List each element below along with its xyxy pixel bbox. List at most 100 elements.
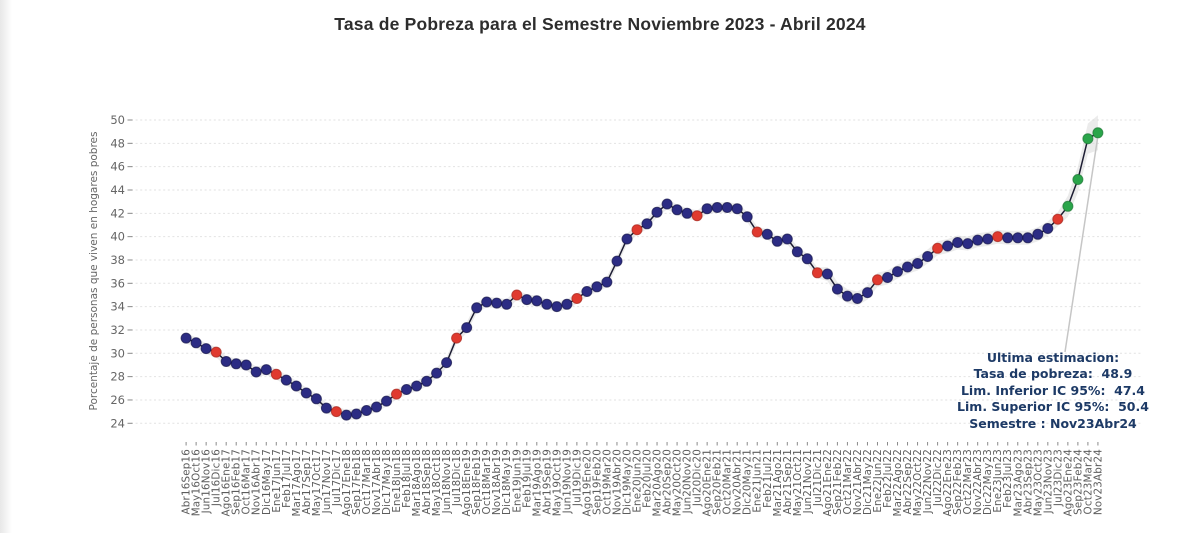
data-point-nowcast [821,268,833,280]
x-tick-label: Feb17Jul17 [281,449,293,508]
data-point-nowcast [1042,223,1054,234]
x-tick-label: Abr22Sep22 [902,449,914,514]
screenshot-edge-shadow [0,0,12,533]
data-point-nowcast [190,337,202,349]
y-tick-label: 30 [110,346,125,360]
y-tick-label: 46 [110,160,125,174]
x-tick-label: Abr18Sep18 [421,449,433,514]
data-point-nowcast [501,298,513,310]
data-point-nowcast [521,294,533,306]
data-point-nowcast [902,261,913,273]
annotation-semester: Semestre : Nov23Abr24 [969,415,1137,431]
x-tick-label: Feb18Jul18 [401,449,413,508]
data-point-nowcast [310,393,322,405]
x-tick-label: Ago21Ene22 [822,449,834,516]
annotation-arrow [1064,135,1099,353]
data-point-estimate [1092,127,1104,139]
data-point-nowcast [611,255,623,267]
x-tick-label: Nov20Abr21 [732,449,744,515]
x-tick-label: Feb22Jul22 [882,449,894,508]
x-tick-label: Ene23Jun23 [992,449,1004,513]
data-point-nowcast [761,228,773,240]
data-point-nowcast [240,359,252,371]
x-tick-label: Ago19Ene20 [581,449,593,516]
data-point-nowcast [471,302,483,314]
x-tick-label: May22Oct22 [912,449,924,516]
data-point-nowcast [862,287,873,299]
data-point-nowcast [350,408,362,420]
x-tick-label: Ago22Ene23 [942,449,954,516]
data-point-official [330,406,342,418]
x-tick-label: Jul23Dic23 [1052,449,1064,507]
data-point-nowcast [831,283,843,295]
data-point-nowcast [481,296,493,308]
data-point-nowcast [461,322,473,334]
x-tick-label: Oct18Mar19 [481,449,493,514]
x-tick-label: Oct19Mar20 [601,449,613,514]
data-point-nowcast [651,206,663,218]
data-point-nowcast [220,356,232,367]
x-tick-label: Ene19Jun19 [511,449,523,513]
data-point-official [992,231,1004,243]
x-tick-label: Jul20Dic20 [692,449,704,507]
data-point-nowcast [581,286,593,297]
data-point-estimate [1062,200,1074,212]
data-point-nowcast [411,380,423,392]
y-tick-label: 38 [110,253,125,267]
x-tick-label: Ago23Ene24 [1062,449,1074,516]
x-tick-label: Jul16Dic16 [211,449,223,507]
data-point-nowcast [381,395,392,407]
x-tick-label: Sep20Feb21 [712,449,724,515]
annotation-heading: Ultima estimacion: [986,350,1120,365]
data-point-nowcast [671,204,683,216]
data-point-nowcast [441,357,453,369]
data-point-official [511,289,523,301]
x-tick-label: Jun18Nov18 [441,449,453,514]
x-tick-label: Jun22Nov22 [922,449,934,514]
x-tick-label: Feb23Jul23 [1002,449,1014,508]
x-tick-label: Ene21Jun21 [752,449,764,513]
x-tick-label: Nov18Abr19 [491,449,503,515]
data-point-official [1052,213,1064,225]
data-point-nowcast [531,295,543,307]
x-tick-label: May16Oct16 [191,449,203,516]
x-tick-label: Mar23Ago23 [1012,449,1024,517]
x-tick-label: Abr19Sep19 [541,449,553,514]
x-tick-label: Dic21May22 [862,449,874,515]
data-point-nowcast [1032,228,1044,240]
data-point-nowcast [431,367,443,379]
data-point-nowcast [982,233,994,245]
annotation-ci-upper: Lim. Superior IC 95%: 50.4 [957,399,1149,415]
data-point-nowcast [701,203,713,215]
x-tick-label: Sep17Feb18 [351,449,363,515]
data-point-official [631,224,643,236]
data-point-official [751,226,763,238]
x-tick-label: Dic17May18 [381,449,393,515]
data-point-nowcast [230,358,242,370]
data-point-nowcast [200,343,212,355]
x-tick-label: Mar21Ago21 [772,449,784,517]
data-point-nowcast [922,251,934,262]
x-tick-label: Ene22Jun22 [872,449,884,513]
x-tick-label: Feb20Jul20 [642,449,654,508]
data-point-nowcast [972,234,984,246]
data-point-nowcast [882,272,893,283]
x-tick-label: Jul17Dic17 [331,449,343,507]
x-tick-label: Sep18Feb19 [471,449,483,515]
x-tick-label: Dic20May21 [742,449,754,515]
data-point-nowcast [591,281,603,293]
x-tick-label: Oct17Mar18 [361,449,373,514]
data-point-nowcast [621,233,633,245]
x-tick-label: Jun19Nov19 [561,449,573,514]
data-point-official [270,368,282,380]
x-tick-label: Jul18Dic18 [451,449,463,507]
data-point-nowcast [361,405,372,416]
x-tick-label: Ago18Ene19 [461,449,473,516]
data-point-nowcast [721,202,733,213]
data-point-nowcast [320,402,332,414]
x-tick-label: May23Oct23 [1032,449,1044,516]
x-tick-label: Jun21Nov21 [802,449,814,514]
x-tick-label: Mar18Ago18 [411,449,423,517]
x-tick-label: Nov17Abr18 [371,449,383,515]
